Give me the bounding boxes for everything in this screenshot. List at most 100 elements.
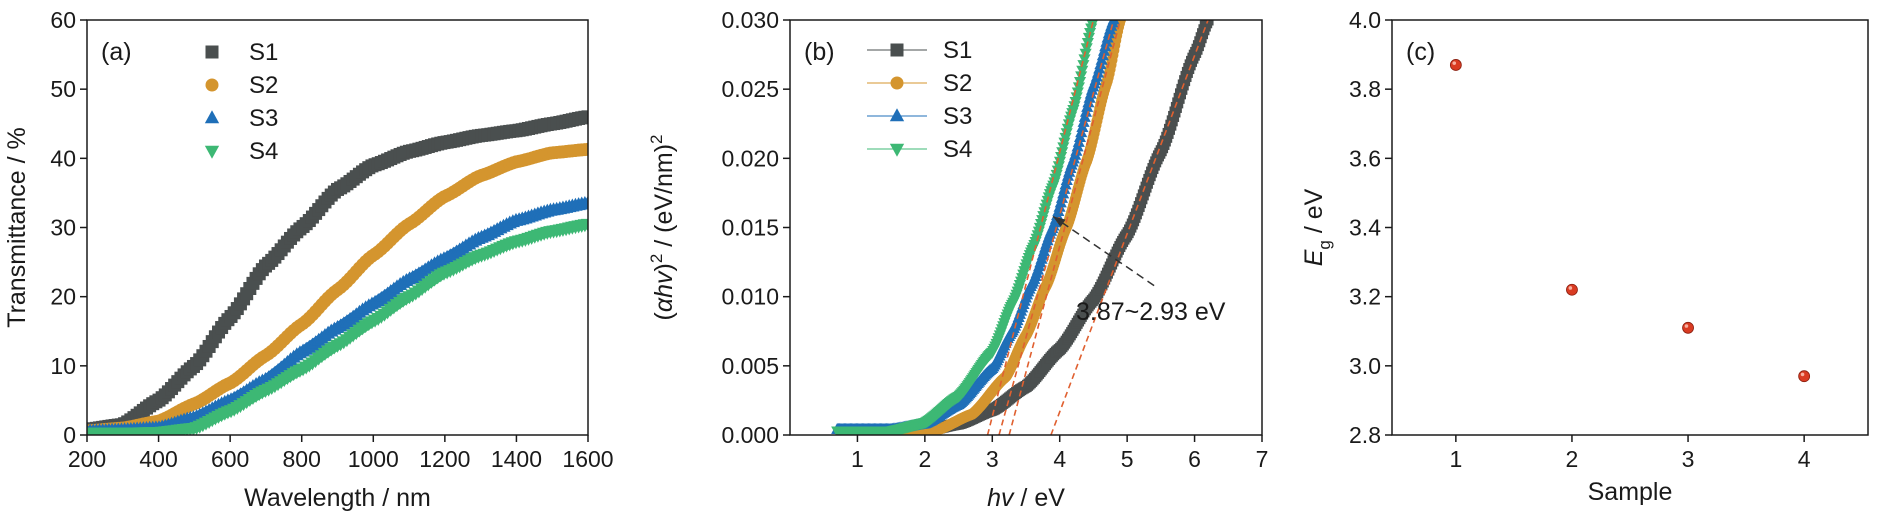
legend-marker [889,143,905,157]
series-marker [1089,20,1098,27]
legend-label: S4 [943,136,972,163]
arrow-line [1052,215,1155,287]
y-tick-label: 2.8 [1349,422,1381,448]
legend-label: S3 [249,105,278,132]
panel-label: (a) [101,38,132,66]
series-marker [1080,43,1093,55]
legend-label: S4 [249,138,278,165]
y-tick-label: 0.000 [721,422,779,448]
series-s2 [87,142,588,435]
data-point [1449,59,1462,71]
x-tick-label: 1200 [419,446,470,472]
legend-marker [204,110,220,124]
y-tick-label: 20 [50,284,76,310]
y-tick-label: 40 [50,145,76,171]
y-tick-label: 4.0 [1349,7,1381,33]
arrow-head [1052,216,1066,228]
data-point-highlight [1452,61,1457,65]
legend-marker [890,76,904,90]
legend-label: S2 [943,70,972,97]
legend-item-s3: S3 [204,105,278,132]
series-marker [581,142,588,156]
data-point [1798,370,1811,383]
y-tick-label: 0.010 [721,284,779,310]
y-tick-label: 3.6 [1349,145,1381,171]
legend-item-s2: S2 [205,72,278,99]
legend-item-s1: S1 [867,37,972,64]
panel-c: 2.8 3.0 3.2 3.4 3.6 3.8 4.0 1 2 3 4 Sample Eg / eV (c… [1300,7,1869,506]
y-axis-label: (αhv)2 / (eV/nm)2 [647,134,678,320]
legend-marker [889,108,905,122]
annotation-label: 3.87~2.93 eV [1076,298,1226,326]
tangent-line [998,20,1115,435]
series-marker [580,218,588,232]
panel-label: (c) [1406,38,1435,66]
y-tick-label: 3.0 [1349,353,1381,379]
x-tick-label: 1400 [491,446,542,472]
x-tick-label: 4 [1053,446,1066,472]
series-s3 [87,195,588,435]
y-tick-label: 0.020 [721,145,779,171]
series-marker [1077,60,1090,72]
x-tick-label: 3 [1682,446,1695,472]
tangent-line [1008,20,1122,435]
y-axis-label: Transmittance / % [3,127,31,328]
y-tick-label: 3.4 [1349,215,1381,241]
series-marker [1074,76,1087,88]
series-marker [1072,82,1085,94]
series-marker [581,110,588,124]
y-tick-label: 3.8 [1349,76,1381,102]
tangent-line [986,20,1095,435]
y-tick-label: 30 [50,215,76,241]
data-point-highlight [1568,286,1573,290]
data-point [1566,283,1578,296]
plot-frame [86,19,589,436]
y-tick-label: 3.2 [1349,284,1381,310]
series-marker [1078,54,1091,66]
legend-item-s4: S4 [204,138,278,165]
x-tick-label: 800 [283,446,321,472]
series-marker [1057,142,1070,154]
legend-marker [890,43,904,57]
x-tick-label: 6 [1188,446,1201,472]
legend-item-s4: S4 [867,136,972,163]
legend-label: S3 [943,103,972,130]
x-tick-label: 5 [1121,446,1134,472]
series-marker [1079,48,1092,60]
tangent-line [1050,20,1209,435]
series-s4 [87,218,588,435]
x-tick-label: 2 [1566,446,1579,472]
data-point [1682,321,1694,334]
plot-area [87,110,588,435]
x-axis-label: hv / eV [987,484,1065,512]
plot-area [1449,59,1811,383]
y-tick-label: 0.030 [721,7,779,33]
x-tick-label: 200 [68,446,106,472]
x-tick-label: 2 [918,446,931,472]
legend-item-s3: S3 [867,103,972,130]
y-tick-label: 60 [50,7,76,33]
legend-label: S1 [249,39,278,66]
panel-label: (b) [804,38,835,66]
y-axis-label: Eg / eV [1300,188,1334,266]
x-tick-label: 4 [1798,446,1811,472]
legend-marker [204,145,220,159]
series-marker [1076,65,1089,77]
series-marker [1082,32,1096,44]
legend-marker [205,78,219,92]
x-tick-label: 400 [139,446,177,472]
x-tick-label: 600 [211,446,249,472]
legend-marker [205,45,219,59]
series-marker [1202,20,1214,26]
y-tick-label: 50 [50,76,76,102]
x-tick-label: 1 [1449,446,1462,472]
y-tick-label: 0.015 [721,215,779,241]
series-marker [1055,152,1068,164]
x-tick-label: 1600 [562,446,613,472]
series-marker [1056,147,1069,159]
x-tick-label: 1000 [348,446,399,472]
data-point-highlight [1800,372,1805,377]
x-tick-label: 3 [986,446,999,472]
panel-b: 0.000 0.005 0.010 0.015 0.020 0.025 0.030 1 2 3 4 5… [647,7,1268,512]
